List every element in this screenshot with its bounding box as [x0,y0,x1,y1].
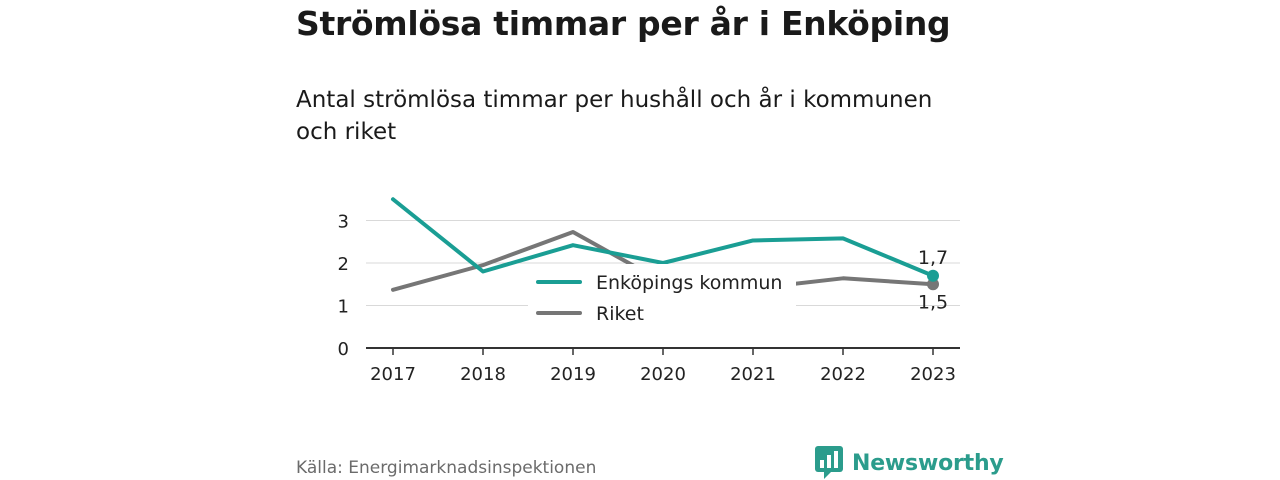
line-chart: 0 1 2 3 2017 2018 2019 2020 2021 2022 2023 Enköpi… [338,197,960,385]
brand-name: Newsworthy [852,450,1004,476]
chart-title: Strömlösa timmar per år i Enköping [296,4,951,43]
y-tick-label: 3 [338,212,349,233]
end-labels: 1,7 1,5 [918,247,948,314]
legend: Enköpings kommun Riket [528,264,796,326]
y-axis-ticks: 0 1 2 3 [338,212,349,361]
source-note: Källa: Energimarknadsinspektionen [296,458,597,478]
end-label-enkoping: 1,7 [918,247,948,269]
series-end-point-riket [927,278,939,291]
legend-background [528,264,796,326]
x-tick-label: 2023 [910,364,956,385]
x-axis-ticks: 2017 2018 2019 2020 2021 2022 2023 [366,347,960,385]
end-label-riket: 1,5 [918,291,948,313]
series-end-point-enkoping [927,269,939,282]
newsworthy-logo: Newsworthy [815,446,1004,480]
x-tick-label: 2022 [820,364,866,385]
legend-label-riket: Riket [596,303,644,325]
y-tick-label: 1 [338,297,349,318]
x-tick-label: 2019 [550,364,596,385]
y-tick-label: 0 [338,339,349,360]
y-tick-label: 2 [338,254,349,275]
legend-label-enkoping: Enköpings kommun [596,272,782,294]
x-tick-label: 2017 [370,364,416,385]
x-tick-label: 2020 [640,364,686,385]
x-tick-label: 2021 [730,364,776,385]
x-tick-label: 2018 [460,364,506,385]
series-line-enkoping [391,197,935,278]
chart-subtitle: Antal strömlösa timmar per hushåll och å… [296,87,933,145]
bar-chart-speech-bubble-icon [815,446,843,479]
